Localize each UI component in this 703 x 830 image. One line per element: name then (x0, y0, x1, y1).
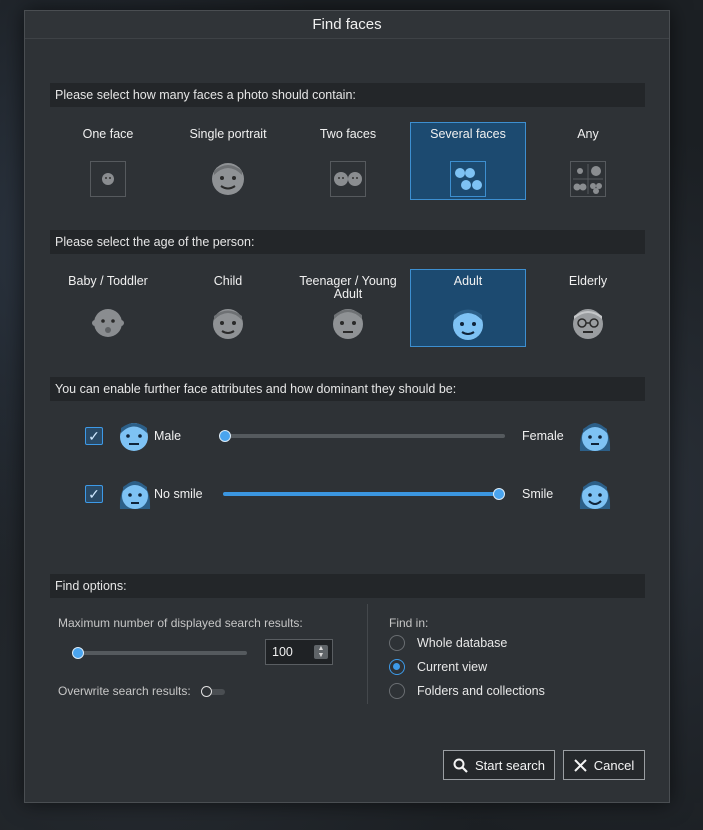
age-options: Baby / Toddler Child Teenager / Young Ad… (50, 269, 650, 347)
smile-face-icon (577, 477, 613, 518)
child-face-icon (210, 305, 246, 344)
tile-label: One face (82, 127, 134, 141)
tile-baby-toddler[interactable]: Baby / Toddler (50, 269, 166, 347)
single-small-face-icon (90, 161, 126, 197)
faces-count-header: Please select how many faces a photo sho… (50, 83, 645, 107)
several-faces-icon (450, 161, 486, 197)
age-header: Please select the age of the person: (50, 230, 645, 254)
tile-label: Teenager / Young Adult (299, 274, 397, 301)
tile-label: Any (577, 127, 599, 141)
no-smile-face-icon (117, 477, 153, 518)
radio-whole-database[interactable]: Whole database (389, 633, 507, 653)
tile-label: Elderly (568, 274, 608, 288)
female-label: Female (522, 429, 564, 443)
start-search-label: Start search (474, 757, 546, 773)
tile-label: Single portrait (189, 127, 267, 141)
female-face-icon (577, 419, 613, 460)
smile-attribute-row: ✓ No smile Smile (85, 477, 625, 511)
start-search-button[interactable]: Start search (443, 750, 555, 780)
tile-any[interactable]: Any (530, 122, 646, 200)
gender-slider-track[interactable] (225, 434, 505, 438)
gender-checkbox[interactable]: ✓ (85, 427, 103, 445)
two-faces-icon (330, 161, 366, 197)
overwrite-label: Overwrite search results: (58, 684, 191, 698)
male-label: Male (154, 429, 182, 443)
any-faces-icon (570, 161, 606, 197)
elderly-face-icon (570, 305, 606, 344)
overwrite-toggle[interactable] (201, 686, 225, 697)
cancel-label: Cancel (593, 757, 635, 773)
teen-face-icon (330, 305, 366, 344)
max-results-slider-track[interactable] (77, 651, 247, 655)
radio-label: Folders and collections (417, 684, 545, 698)
dialog-title: Find faces (25, 11, 669, 39)
radio-button[interactable] (389, 683, 405, 699)
options-divider (367, 604, 368, 704)
single-portrait-face-icon (209, 159, 247, 200)
radio-label: Current view (417, 660, 488, 674)
smile-slider-knob[interactable] (493, 488, 505, 500)
tile-single-portrait[interactable]: Single portrait (170, 122, 286, 200)
toggle-knob (201, 686, 212, 697)
attributes-header: You can enable further face attributes a… (50, 377, 645, 401)
search-icon (453, 758, 468, 773)
tile-label: Child (213, 274, 243, 288)
max-results-slider-knob[interactable] (72, 647, 84, 659)
smile-slider-track[interactable] (223, 492, 499, 496)
radio-label: Whole database (417, 636, 508, 650)
no-smile-label: No smile (154, 487, 203, 501)
male-face-icon (117, 419, 151, 458)
tile-elderly[interactable]: Elderly (530, 269, 646, 347)
smile-label: Smile (522, 487, 554, 501)
tile-teenager-young-adult[interactable]: Teenager / Young Adult (290, 269, 406, 347)
find-faces-dialog: Find faces Please select how many faces … (24, 10, 670, 803)
tile-several-faces[interactable]: Several faces (410, 122, 526, 200)
smile-checkbox[interactable]: ✓ (85, 485, 103, 503)
adult-face-icon (450, 305, 486, 346)
cancel-button[interactable]: Cancel (563, 750, 645, 780)
tile-label: Two faces (319, 127, 377, 141)
radio-button[interactable] (389, 659, 405, 675)
tile-label: Adult (453, 274, 483, 288)
radio-folders-collections[interactable]: Folders and collections (389, 681, 545, 701)
faces-count-options: One face Single portrait Two faces Sever… (50, 122, 650, 200)
tile-label: Baby / Toddler (68, 274, 148, 288)
spinner-arrows-icon[interactable]: ▲ ▼ (314, 645, 328, 659)
max-results-label: Maximum number of displayed search resul… (58, 616, 303, 630)
radio-current-view[interactable]: Current view (389, 657, 487, 677)
find-options-header: Find options: (50, 574, 645, 598)
gender-attribute-row: ✓ Male Female (85, 419, 625, 453)
tile-adult[interactable]: Adult (410, 269, 526, 347)
tile-label: Several faces (430, 127, 506, 141)
tile-two-faces[interactable]: Two faces (290, 122, 406, 200)
baby-face-icon (91, 305, 125, 344)
close-icon (574, 758, 587, 772)
tile-one-face[interactable]: One face (50, 122, 166, 200)
gender-slider-knob[interactable] (219, 430, 231, 442)
max-results-value: 100 (272, 645, 293, 659)
tile-child[interactable]: Child (170, 269, 286, 347)
max-results-input[interactable]: 100 ▲ ▼ (265, 639, 333, 665)
radio-button[interactable] (389, 635, 405, 651)
find-in-label: Find in: (389, 616, 429, 630)
